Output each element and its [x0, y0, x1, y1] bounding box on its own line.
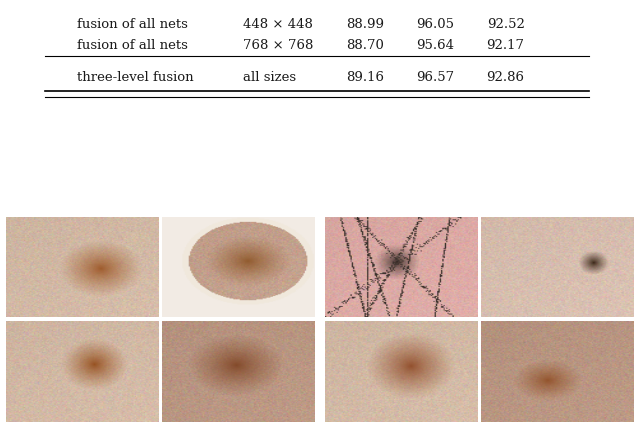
Text: 95.64: 95.64 — [416, 38, 454, 52]
Text: 768 × 768: 768 × 768 — [243, 38, 314, 52]
Text: 96.57: 96.57 — [416, 71, 454, 84]
Text: all sizes: all sizes — [243, 71, 296, 84]
Text: 92.86: 92.86 — [486, 71, 525, 84]
Text: fusion of all nets: fusion of all nets — [77, 18, 188, 31]
Text: three-level fusion: three-level fusion — [77, 71, 193, 84]
Text: 88.70: 88.70 — [346, 38, 384, 52]
Text: fusion of all nets: fusion of all nets — [77, 38, 188, 52]
Text: 92.17: 92.17 — [486, 38, 525, 52]
Text: 88.99: 88.99 — [346, 18, 384, 31]
Text: 96.05: 96.05 — [416, 18, 454, 31]
Text: 448 × 448: 448 × 448 — [243, 18, 313, 31]
Text: 92.52: 92.52 — [486, 18, 525, 31]
Text: 89.16: 89.16 — [346, 71, 384, 84]
